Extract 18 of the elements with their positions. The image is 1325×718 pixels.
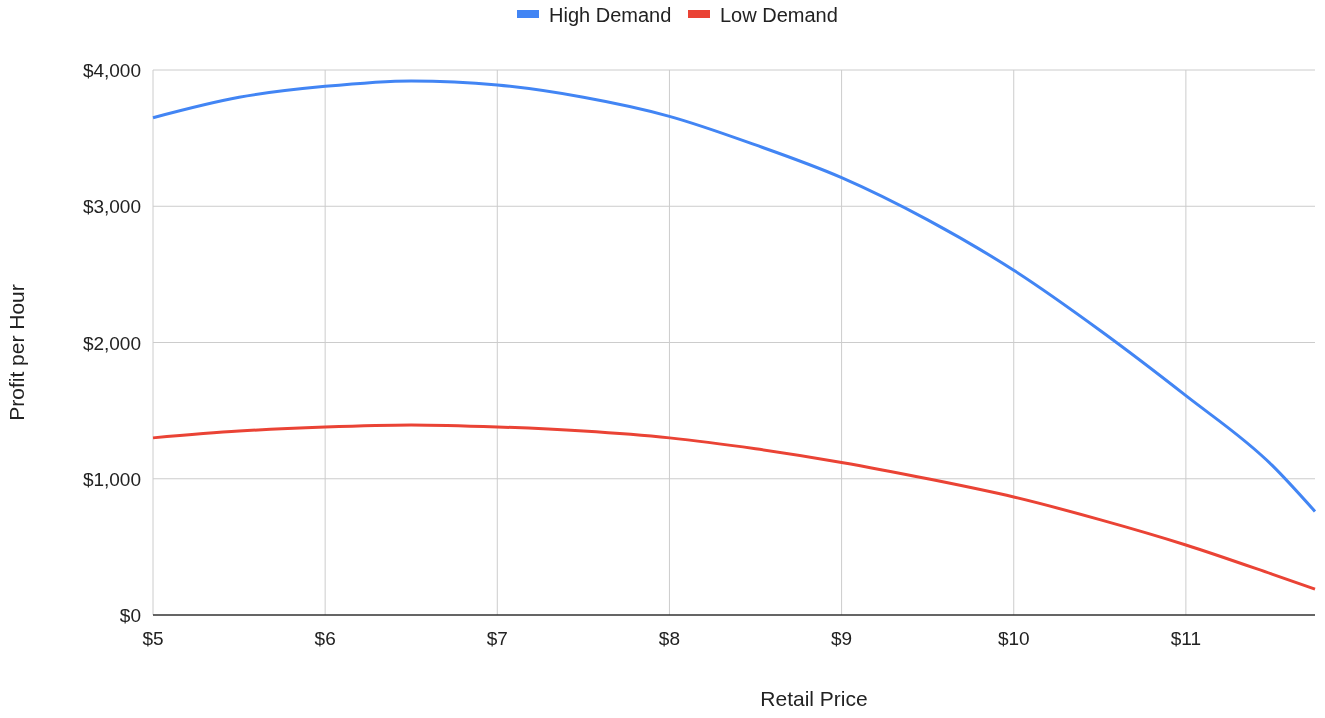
x-tick-label: $5: [142, 628, 164, 649]
y-tick-label: $4,000: [82, 60, 141, 81]
x-tick-label: $6: [314, 628, 336, 649]
x-tick-label: $8: [658, 628, 681, 649]
y-tick-label: $2,000: [82, 332, 141, 354]
x-tick-label: $10: [997, 628, 1030, 649]
line-series: [151, 423, 1317, 591]
y-tick-label: $1,000: [82, 468, 141, 490]
x-tick-label: $9: [831, 628, 853, 649]
y-tick-label: $0: [119, 605, 141, 626]
legend-label: Low Demand: [720, 4, 838, 26]
x-tick-label: $7: [486, 628, 508, 649]
line-series: [151, 79, 1317, 513]
y-tick-label: $3,000: [82, 196, 141, 218]
x-axis-title: Retail Price: [760, 687, 868, 710]
legend-label: High Demand: [549, 4, 672, 26]
x-tick-label: $11: [1170, 628, 1202, 649]
y-axis-title: Profit per Hour: [5, 284, 28, 421]
